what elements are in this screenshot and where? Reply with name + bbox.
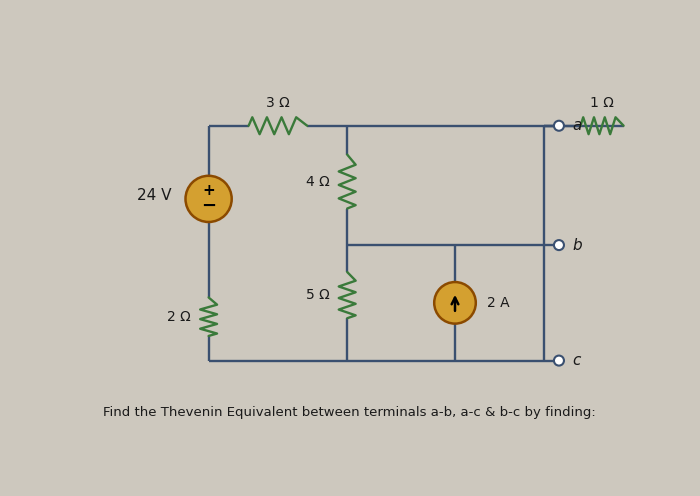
Circle shape: [554, 121, 564, 131]
Text: a: a: [572, 118, 582, 133]
Text: 2 A: 2 A: [487, 296, 510, 310]
Circle shape: [554, 356, 564, 366]
Text: 5 Ω: 5 Ω: [306, 288, 330, 302]
Text: c: c: [572, 353, 580, 368]
Circle shape: [186, 176, 232, 222]
Text: Find the Thevenin Equivalent between terminals a-b, a-c & b-c by finding:: Find the Thevenin Equivalent between ter…: [103, 406, 596, 419]
Text: 4 Ω: 4 Ω: [306, 175, 330, 188]
Text: 24 V: 24 V: [137, 187, 172, 202]
Text: +: +: [202, 183, 215, 197]
Text: −: −: [201, 197, 216, 215]
Text: 2 Ω: 2 Ω: [167, 310, 191, 324]
Text: 3 Ω: 3 Ω: [266, 96, 290, 110]
Circle shape: [554, 240, 564, 250]
Text: 1 Ω: 1 Ω: [590, 96, 614, 110]
Text: b: b: [572, 238, 582, 252]
Circle shape: [434, 282, 476, 323]
